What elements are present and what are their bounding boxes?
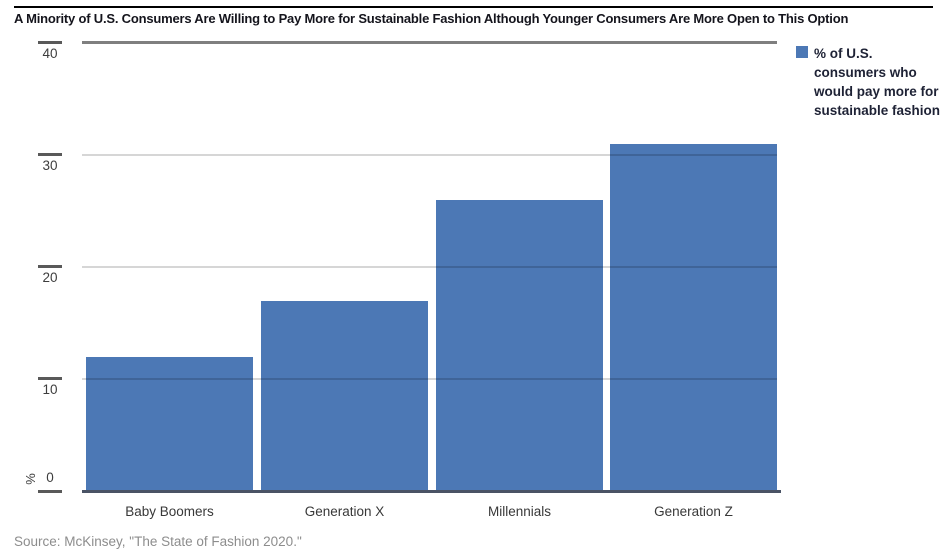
legend-label-line: consumers who [814, 65, 917, 80]
x-axis-line [82, 490, 781, 493]
x-axis-label-millennials: Millennials [487, 504, 552, 519]
legend-label-line: sustainable fashion [814, 103, 941, 118]
source-citation: Source: McKinsey, "The State of Fashion … [14, 534, 302, 549]
chart-title: A Minority of U.S. Consumers Are Willing… [14, 11, 849, 26]
gridline-30 [82, 154, 777, 156]
y-tick-label-20: 20 [42, 270, 58, 285]
x-axis-label-generation-z: Generation Z [654, 504, 733, 519]
gridline-20 [82, 266, 777, 268]
y-tick-label-10: 10 [42, 382, 58, 397]
bar-millennials [436, 200, 603, 493]
bar-generation-x [261, 301, 428, 493]
y-tick-10 [38, 377, 62, 380]
y-tick-20 [38, 265, 62, 268]
y-tick-label-0: 0 [46, 470, 54, 485]
gridline-40 [82, 41, 777, 44]
x-axis-label-generation-x: Generation X [304, 504, 385, 519]
y-tick-30 [38, 153, 62, 156]
legend-swatch-icon [796, 46, 808, 58]
x-axis-label-baby-boomers: Baby Boomers [125, 504, 214, 519]
y-tick-40 [38, 41, 62, 44]
y-tick-label-40: 40 [42, 46, 58, 61]
legend-label: % of U.S. consumers who would pay more f… [814, 44, 943, 120]
title-top-rule [14, 6, 933, 8]
legend-label-line: would pay more for [814, 84, 939, 99]
bar-baby-boomers [86, 357, 253, 493]
y-tick-label-30: 30 [42, 158, 58, 173]
y-tick-0 [38, 490, 62, 493]
legend-label-line: % of U.S. [814, 46, 873, 61]
gridline-10 [82, 378, 777, 380]
bar-generation-z [610, 144, 777, 493]
